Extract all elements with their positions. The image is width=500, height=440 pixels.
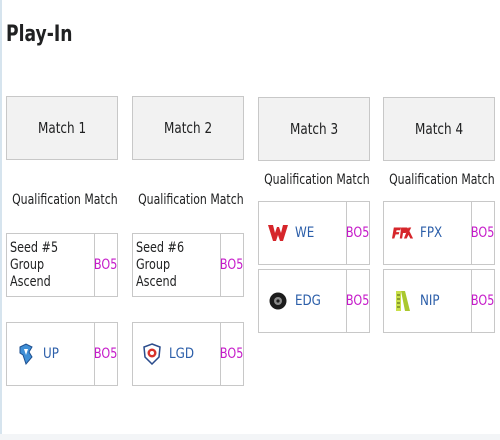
we-logo-icon[interactable] bbox=[267, 222, 289, 244]
team-slot: UP BO5 bbox=[6, 322, 118, 386]
match-format-label: BO5 bbox=[471, 225, 495, 241]
team-slot: EDG BO5 bbox=[258, 269, 370, 333]
team-slot: WE BO5 bbox=[258, 201, 370, 265]
match-format-cell: BO5 bbox=[346, 270, 370, 332]
team-name-cell: LGD bbox=[133, 323, 221, 385]
page-bottom-border bbox=[0, 434, 500, 440]
team-slot: NIP BO5 bbox=[383, 269, 495, 333]
match-header: Match 4 bbox=[383, 97, 495, 161]
fpx-logo-icon[interactable] bbox=[392, 222, 414, 244]
match-format-cell: BO5 bbox=[94, 234, 118, 296]
match-type-label: Qualification Match bbox=[138, 192, 244, 208]
team-slot: Seed #6 Group Ascend BO5 bbox=[132, 233, 244, 297]
team-name-cell: EDG bbox=[259, 270, 347, 332]
nip-logo-icon[interactable] bbox=[392, 290, 414, 312]
match-format-cell: BO5 bbox=[471, 202, 495, 264]
match-header: Match 2 bbox=[132, 96, 244, 160]
edg-logo-icon[interactable] bbox=[267, 290, 289, 312]
team-slot: Seed #5 Group Ascend BO5 bbox=[6, 233, 118, 297]
team-name-link[interactable]: LGD bbox=[169, 346, 195, 362]
match-type-label: Qualification Match bbox=[389, 172, 495, 188]
seed-placeholder-label: Seed #6 Group Ascend bbox=[136, 239, 185, 290]
team-name-cell: Seed #6 Group Ascend bbox=[133, 234, 221, 296]
match-format-cell: BO5 bbox=[471, 270, 495, 332]
team-name-cell: Seed #5 Group Ascend bbox=[7, 234, 95, 296]
team-name-link[interactable]: NIP bbox=[420, 293, 440, 309]
match-format-label: BO5 bbox=[471, 293, 495, 309]
match-title: Match 1 bbox=[37, 119, 87, 137]
match-format-label: BO5 bbox=[346, 293, 370, 309]
up-logo-icon[interactable] bbox=[15, 343, 37, 365]
match-title: Match 4 bbox=[414, 120, 464, 138]
team-name-cell: NIP bbox=[384, 270, 472, 332]
match-format-label: BO5 bbox=[94, 346, 118, 362]
match-format-cell: BO5 bbox=[346, 202, 370, 264]
match-title: Match 3 bbox=[289, 120, 339, 138]
team-name-link[interactable]: EDG bbox=[295, 293, 321, 309]
page-title: Play-In bbox=[6, 22, 73, 47]
team-slot: FPX BO5 bbox=[383, 201, 495, 265]
match-title: Match 2 bbox=[163, 119, 213, 137]
match-header: Match 1 bbox=[6, 96, 118, 160]
team-name-cell: WE bbox=[259, 202, 347, 264]
team-name-link[interactable]: FPX bbox=[420, 225, 443, 241]
team-name-cell: UP bbox=[7, 323, 95, 385]
match-type-label: Qualification Match bbox=[12, 192, 118, 208]
team-name-link[interactable]: WE bbox=[295, 225, 315, 241]
match-type-label: Qualification Match bbox=[264, 172, 370, 188]
match-format-label: BO5 bbox=[220, 257, 244, 273]
page-left-border bbox=[0, 0, 2, 440]
match-format-label: BO5 bbox=[94, 257, 118, 273]
team-slot: LGD BO5 bbox=[132, 322, 244, 386]
team-name-cell: FPX bbox=[384, 202, 472, 264]
match-header: Match 3 bbox=[258, 97, 370, 161]
lgd-logo-icon[interactable] bbox=[141, 343, 163, 365]
team-name-link[interactable]: UP bbox=[43, 346, 59, 362]
match-format-cell: BO5 bbox=[220, 234, 244, 296]
match-format-label: BO5 bbox=[220, 346, 244, 362]
seed-placeholder-label: Seed #5 Group Ascend bbox=[10, 239, 59, 290]
match-format-cell: BO5 bbox=[220, 323, 244, 385]
match-format-label: BO5 bbox=[346, 225, 370, 241]
match-format-cell: BO5 bbox=[94, 323, 118, 385]
